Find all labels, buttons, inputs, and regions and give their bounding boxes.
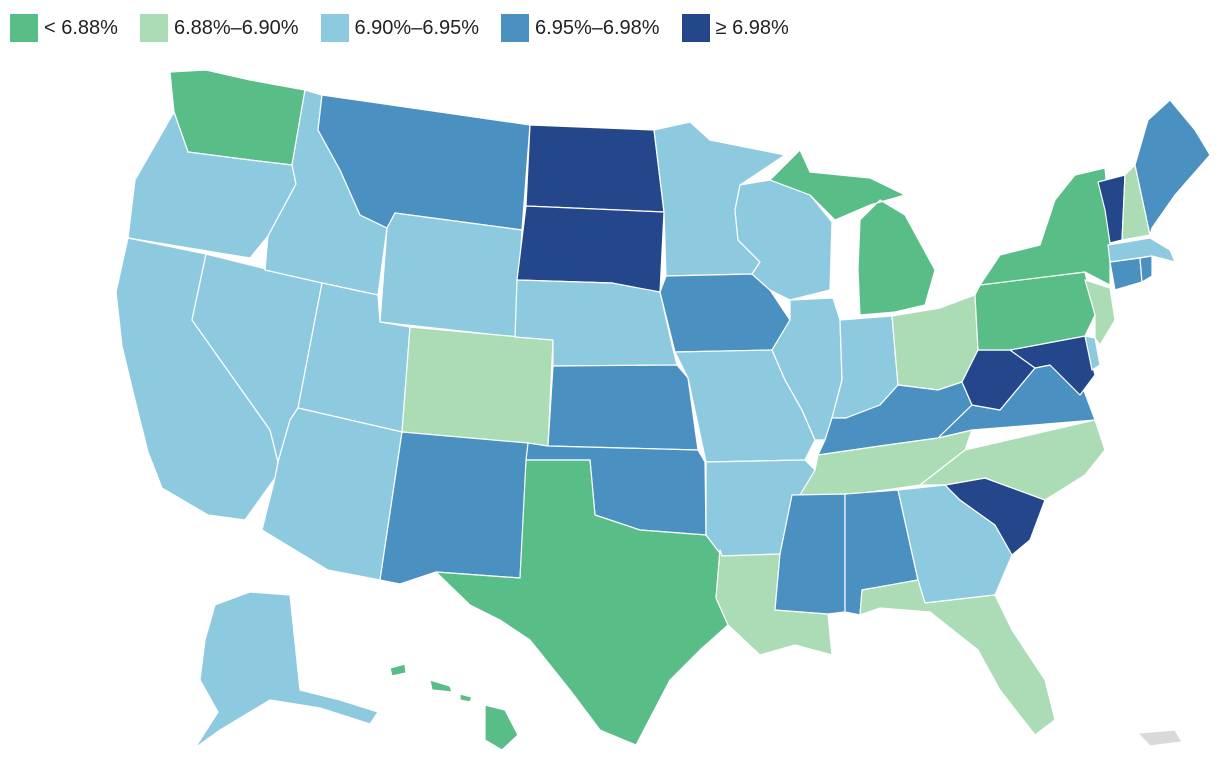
legend-item-690-695[interactable]: 6.90%–6.95% <box>320 14 480 42</box>
state-NJ[interactable] <box>1084 279 1116 346</box>
legend-label: ≥ 6.98% <box>715 16 789 39</box>
state-RI[interactable] <box>1139 255 1153 283</box>
state-NY[interactable] <box>979 167 1111 286</box>
legend-item-lt-688[interactable]: < 6.88% <box>10 14 118 42</box>
state-MI[interactable] <box>769 149 936 316</box>
legend: < 6.88% 6.88%–6.90% 6.90%–6.95% 6.95%–6.… <box>10 13 811 43</box>
legend-label: < 6.88% <box>44 16 118 39</box>
state-TX[interactable] <box>435 459 729 746</box>
state-WY[interactable] <box>379 212 523 338</box>
legend-item-695-698[interactable]: 6.95%–6.98% <box>501 14 660 42</box>
legend-item-gte-698[interactable]: ≥ 6.98% <box>681 14 789 42</box>
legend-swatch <box>501 14 530 42</box>
legend-item-688-690[interactable]: 6.88%–6.90% <box>139 14 299 42</box>
state-HI[interactable] <box>389 663 519 751</box>
state-PR <box>1137 729 1183 747</box>
state-DE[interactable] <box>1084 335 1101 371</box>
state-VT[interactable] <box>1097 174 1126 244</box>
state-CT[interactable] <box>1109 257 1143 291</box>
state-SD[interactable] <box>516 205 665 293</box>
state-KS[interactable] <box>547 364 699 451</box>
state-MA[interactable] <box>1107 237 1176 263</box>
state-FL[interactable] <box>859 579 1056 736</box>
legend-label: 6.95%–6.98% <box>535 16 660 39</box>
legend-swatch <box>320 14 349 42</box>
state-NC[interactable] <box>919 419 1106 501</box>
state-NM[interactable] <box>379 431 529 585</box>
state-AK[interactable] <box>194 591 379 749</box>
legend-swatch <box>10 14 38 42</box>
state-IL[interactable] <box>771 297 843 441</box>
state-ME[interactable] <box>1134 99 1211 236</box>
state-CO[interactable] <box>401 326 554 447</box>
legend-swatch <box>681 14 710 42</box>
legend-label: 6.90%–6.95% <box>354 16 480 39</box>
state-ND[interactable] <box>525 124 665 213</box>
legend-swatch <box>139 14 168 42</box>
state-WA[interactable] <box>169 69 306 166</box>
legend-label: 6.88%–6.90% <box>173 16 299 39</box>
